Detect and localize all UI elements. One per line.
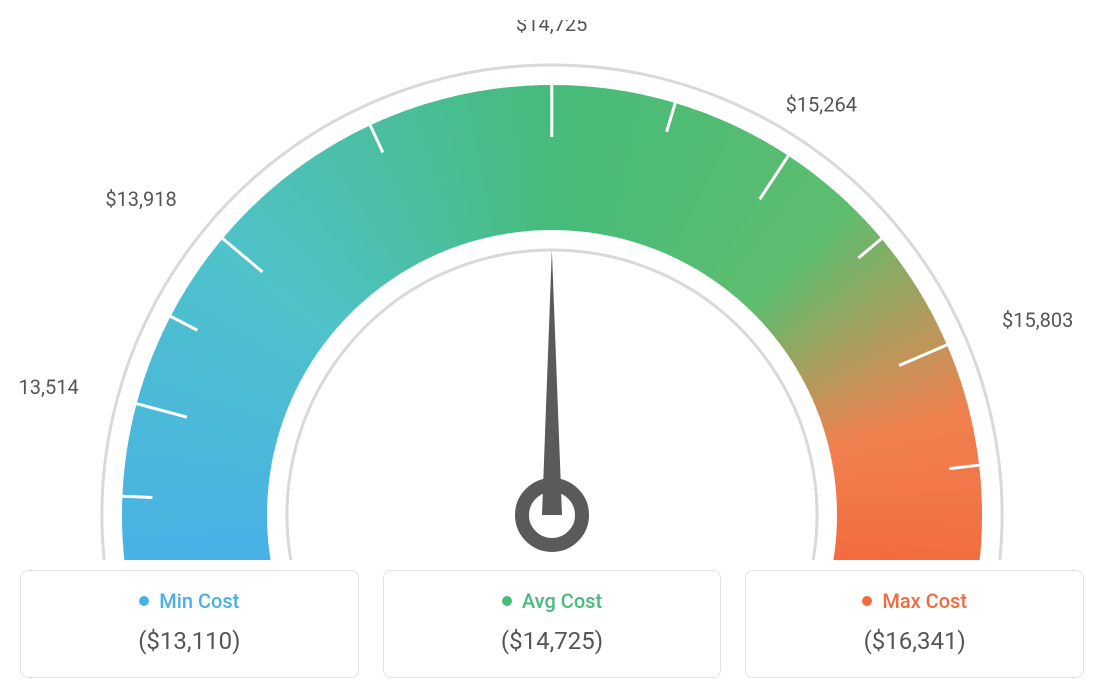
min-cost-card: Min Cost ($13,110)	[20, 570, 359, 678]
min-cost-label: Min Cost	[159, 589, 239, 613]
gauge-tick-label: $15,803	[1002, 308, 1073, 332]
max-cost-value: ($16,341)	[766, 627, 1063, 655]
avg-cost-label-row: Avg Cost	[502, 589, 602, 613]
min-cost-label-row: Min Cost	[139, 589, 239, 613]
avg-cost-dot	[502, 596, 512, 606]
avg-cost-card: Avg Cost ($14,725)	[383, 570, 722, 678]
min-cost-dot	[139, 596, 149, 606]
cost-cards: Min Cost ($13,110) Avg Cost ($14,725) Ma…	[20, 570, 1084, 678]
gauge-tick-label: $13,514	[20, 375, 79, 399]
gauge-tick-label: $15,264	[786, 93, 857, 117]
max-cost-dot	[862, 596, 872, 606]
max-cost-card: Max Cost ($16,341)	[745, 570, 1084, 678]
gauge-svg: $13,110$13,514$13,918$14,725$15,264$15,8…	[20, 20, 1084, 560]
max-cost-label-row: Max Cost	[862, 589, 967, 613]
avg-cost-label: Avg Cost	[522, 589, 602, 613]
min-cost-value: ($13,110)	[41, 627, 338, 655]
avg-cost-value: ($14,725)	[404, 627, 701, 655]
gauge-container: $13,110$13,514$13,918$14,725$15,264$15,8…	[20, 20, 1084, 560]
gauge-needle	[542, 250, 562, 515]
gauge-tick-label: $13,918	[105, 187, 176, 211]
max-cost-label: Max Cost	[882, 589, 967, 613]
gauge-tick-label: $14,725	[516, 20, 587, 36]
